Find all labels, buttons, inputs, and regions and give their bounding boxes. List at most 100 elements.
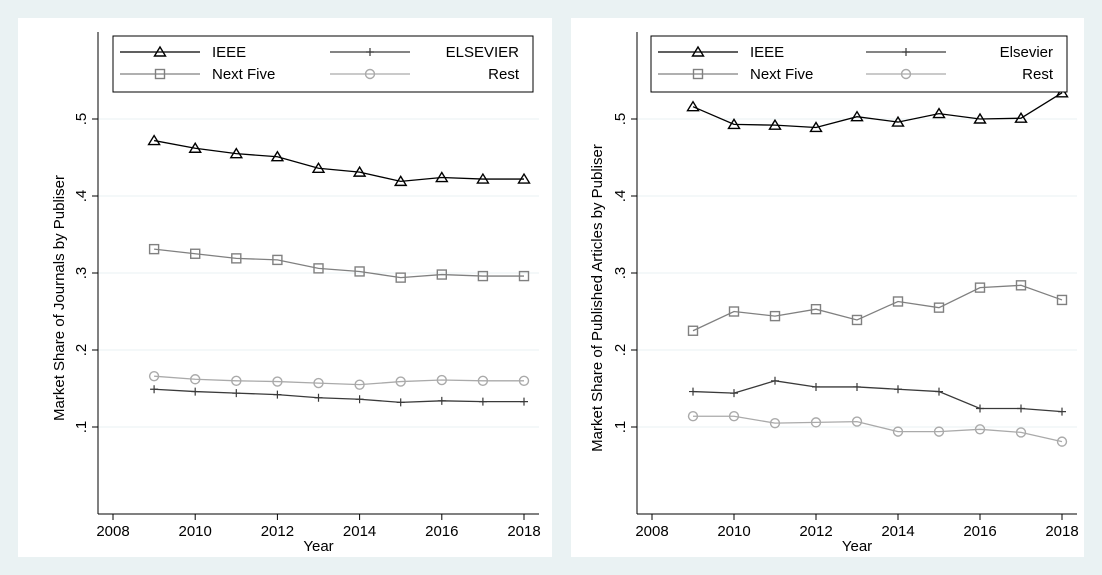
x-tick-label: 2012 bbox=[799, 523, 832, 540]
plot-panel bbox=[18, 18, 552, 557]
data-point bbox=[231, 375, 242, 386]
y-tick-label: .5 bbox=[612, 113, 629, 126]
y-tick-label: .4 bbox=[73, 190, 90, 203]
legend-marker bbox=[366, 48, 374, 56]
series-elsevier bbox=[689, 376, 1066, 416]
data-point bbox=[1015, 280, 1027, 291]
legend-marker bbox=[900, 68, 912, 80]
legend-symbol bbox=[120, 45, 200, 57]
legend-label: Elsevier bbox=[1000, 44, 1053, 61]
data-point bbox=[891, 115, 905, 127]
legend-symbol bbox=[866, 48, 946, 56]
y-tick-label: .3 bbox=[73, 267, 90, 280]
data-point bbox=[354, 379, 365, 390]
legend-box bbox=[650, 35, 1068, 93]
data-point bbox=[932, 107, 946, 119]
data-point bbox=[894, 385, 902, 394]
legend-label: Next Five bbox=[750, 66, 813, 83]
legend-label: IEEE bbox=[212, 44, 246, 61]
data-point bbox=[769, 310, 781, 322]
data-point bbox=[191, 387, 200, 396]
data-point bbox=[518, 270, 530, 282]
data-point bbox=[1056, 294, 1068, 306]
data-point bbox=[728, 411, 740, 422]
legend-symbol bbox=[330, 68, 410, 80]
x-axis-title: Year bbox=[842, 538, 872, 555]
data-point bbox=[892, 426, 904, 437]
x-tick-label: 2018 bbox=[507, 523, 540, 540]
journals-market-share-chart: .1 .2 .3 .4 .5 2008 2010 2012 2014 2016 2018 Year Ma… bbox=[18, 18, 552, 557]
y-tick-label: .1 bbox=[73, 421, 90, 434]
data-point bbox=[974, 282, 986, 293]
legend-label: Next Five bbox=[212, 66, 275, 83]
data-point bbox=[973, 112, 987, 124]
data-point bbox=[395, 272, 406, 283]
data-point bbox=[150, 385, 159, 394]
data-point bbox=[436, 374, 447, 386]
data-point bbox=[478, 397, 487, 406]
legend-label: IEEE bbox=[750, 44, 784, 61]
data-point bbox=[687, 325, 699, 336]
data-point bbox=[272, 376, 283, 387]
y-tick-label: .2 bbox=[612, 344, 629, 357]
data-point bbox=[769, 417, 781, 429]
series-next-five bbox=[687, 280, 1068, 336]
data-point bbox=[809, 121, 823, 133]
data-point bbox=[313, 377, 324, 389]
data-point bbox=[270, 150, 285, 162]
data-point bbox=[352, 165, 367, 177]
x-tick-label: 2016 bbox=[425, 523, 458, 540]
data-point bbox=[313, 263, 324, 274]
data-point bbox=[311, 161, 326, 173]
y-tick-label: .1 bbox=[612, 421, 629, 434]
series-rest bbox=[148, 370, 530, 390]
legend-marker bbox=[153, 45, 167, 57]
data-point bbox=[933, 302, 945, 313]
data-point bbox=[689, 387, 697, 396]
data-point bbox=[851, 416, 863, 427]
y-tick-label: .4 bbox=[612, 190, 629, 203]
x-tick-label: 2018 bbox=[1045, 523, 1078, 540]
data-point bbox=[851, 314, 863, 326]
legend-symbol bbox=[330, 48, 410, 56]
data-point bbox=[728, 306, 740, 317]
data-point bbox=[437, 396, 446, 405]
data-point bbox=[396, 398, 405, 407]
articles-market-share-chart: .1 .2 .3 .4 .5 2008 2010 2012 2014 2016 2018 Year Ma… bbox=[571, 18, 1084, 557]
data-point bbox=[687, 411, 699, 422]
legend-marker bbox=[154, 68, 166, 80]
data-point bbox=[273, 390, 282, 399]
data-point bbox=[935, 387, 943, 396]
data-point bbox=[355, 395, 364, 404]
legend: IEEE ELSEVIER Next Five Rest bbox=[112, 35, 534, 93]
y-axis-title: Market Share of Journals by Publiser bbox=[51, 175, 68, 421]
x-tick-label: 2008 bbox=[96, 523, 129, 540]
data-point bbox=[892, 296, 904, 307]
data-point bbox=[771, 376, 779, 385]
data-point bbox=[1056, 436, 1068, 447]
y-tick-label: .5 bbox=[73, 113, 90, 126]
data-point bbox=[189, 374, 201, 385]
series-rest bbox=[687, 411, 1068, 447]
x-tick-label: 2016 bbox=[963, 523, 996, 540]
data-point bbox=[232, 389, 241, 398]
data-point bbox=[517, 172, 531, 184]
x-tick-label: 2014 bbox=[881, 523, 914, 540]
series-line bbox=[692, 284, 1063, 332]
x-axis-title: Year bbox=[303, 538, 333, 555]
data-point bbox=[314, 393, 323, 402]
data-point bbox=[1017, 404, 1025, 413]
data-point bbox=[147, 134, 161, 146]
y-tick-label: .2 bbox=[73, 344, 90, 357]
data-point bbox=[810, 303, 822, 315]
series-line bbox=[692, 380, 1063, 413]
legend-label: Rest bbox=[1022, 66, 1054, 83]
data-point bbox=[231, 253, 242, 264]
legend-label: Rest bbox=[488, 66, 520, 83]
series-line bbox=[692, 92, 1063, 129]
data-point bbox=[229, 147, 244, 159]
legend-symbol bbox=[120, 68, 200, 80]
data-point bbox=[853, 382, 861, 391]
legend-marker bbox=[364, 68, 376, 80]
legend-symbol bbox=[658, 68, 738, 80]
